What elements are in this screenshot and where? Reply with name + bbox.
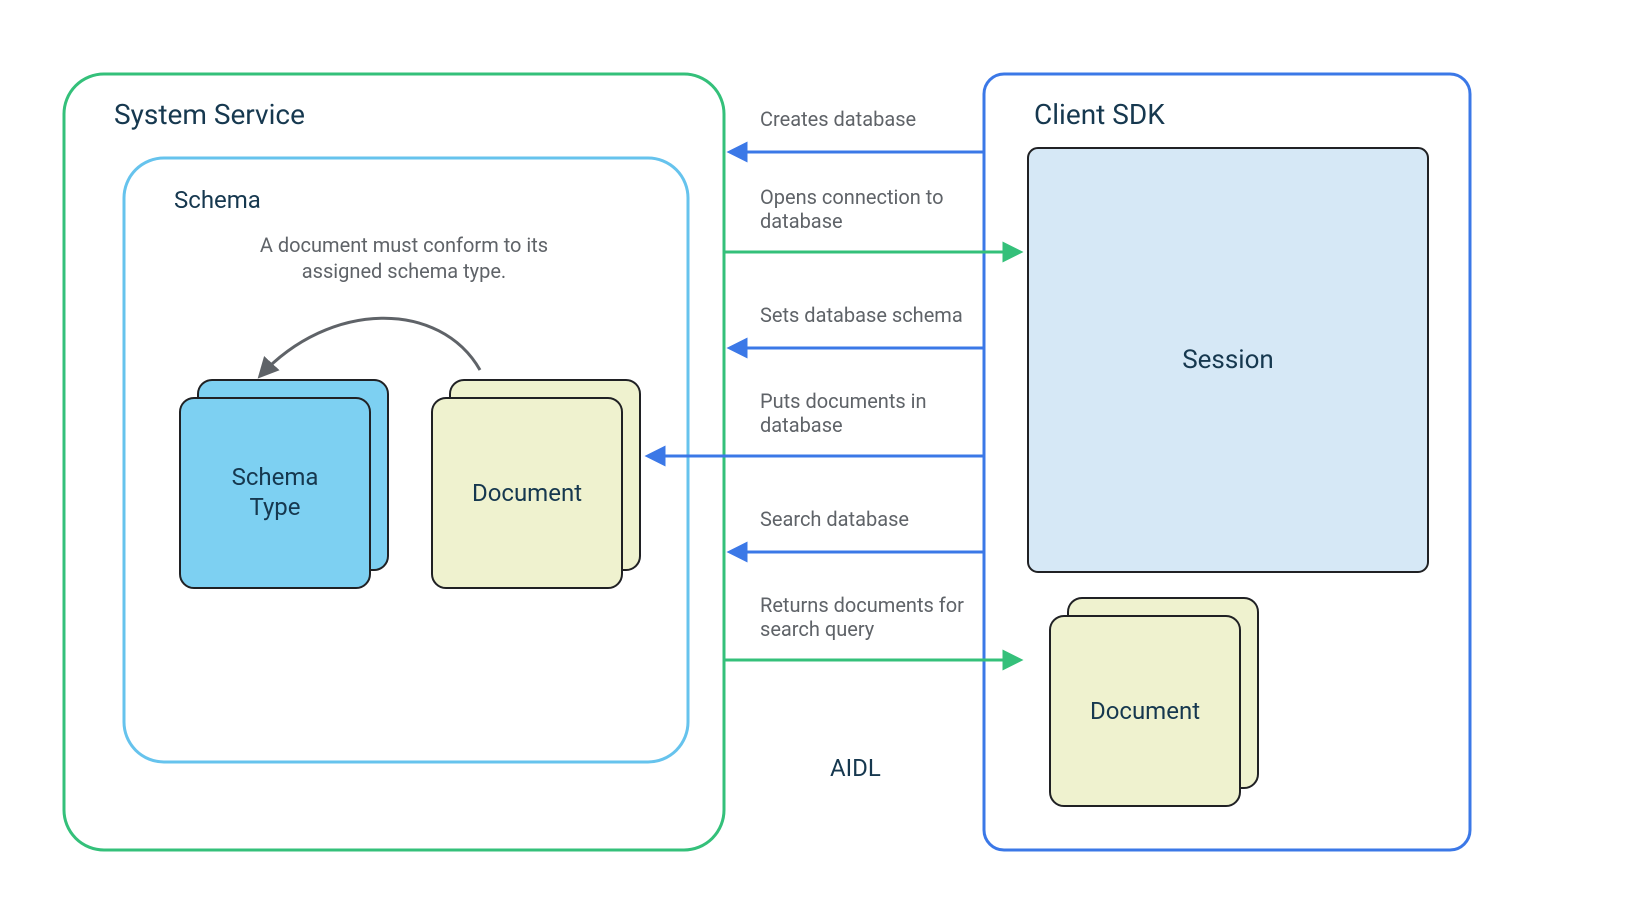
schema-note-line2: assigned schema type.: [302, 259, 506, 283]
schema-note-line1: A document must conform to its: [260, 233, 548, 257]
arrow-sets-schema-label-1: Sets database schema: [760, 303, 963, 327]
client-sdk-label: Client SDK: [1034, 98, 1165, 131]
arrow-puts-docs-label-1: Puts documents in: [760, 389, 927, 413]
schema-label: Schema: [174, 186, 261, 214]
arrow-puts-docs: Puts documents indatabase: [648, 389, 984, 456]
session-box: Session: [1028, 148, 1428, 572]
arrow-search-db-label-1: Search database: [760, 507, 909, 531]
document-right-box-label: Document: [1090, 697, 1200, 725]
arrow-creates-db: Creates database: [730, 107, 984, 152]
schema-note: A document must conform to itsassigned s…: [260, 233, 548, 283]
arrow-returns-docs: Returns documents forsearch query: [724, 593, 1020, 660]
conform-arrow: [260, 318, 480, 376]
session-box-label: Session: [1182, 345, 1274, 375]
arrow-opens-conn: Opens connection todatabase: [724, 185, 1020, 252]
schema-type-box-label-2: Type: [249, 493, 300, 521]
document-right-box: Document: [1050, 598, 1258, 806]
arrow-returns-docs-label-1: Returns documents for: [760, 593, 964, 617]
arrow-returns-docs-label-2: search query: [760, 617, 875, 641]
arrow-opens-conn-label-1: Opens connection to: [760, 185, 944, 209]
aidl-label: AIDL: [830, 754, 881, 782]
document-left-box-label: Document: [472, 479, 582, 507]
schema-type-box: SchemaType: [180, 380, 388, 588]
arrow-sets-schema: Sets database schema: [730, 303, 984, 348]
arrow-opens-conn-label-2: database: [760, 209, 843, 233]
arrow-puts-docs-label-2: database: [760, 413, 843, 437]
schema-type-box-label-1: Schema: [232, 463, 319, 491]
arrow-search-db: Search database: [730, 507, 984, 552]
arrow-creates-db-label-1: Creates database: [760, 107, 916, 131]
system-service-label: System Service: [114, 98, 305, 131]
document-left-box: Document: [432, 380, 640, 588]
